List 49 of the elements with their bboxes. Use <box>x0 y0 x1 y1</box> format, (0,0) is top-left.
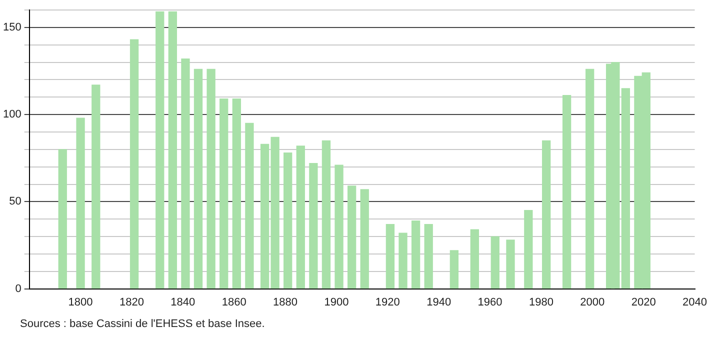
y-tick-label: 0 <box>15 282 22 295</box>
bar <box>398 232 408 289</box>
bar <box>450 250 459 289</box>
bar <box>58 149 67 289</box>
bar <box>470 229 479 289</box>
bar <box>411 220 420 289</box>
source-note: Sources : base Cassini de l'EHESS et base Insee. <box>20 318 265 330</box>
bar <box>386 224 395 289</box>
x-tick-label: 1940 <box>426 296 452 308</box>
x-tick-label: 1880 <box>273 296 298 308</box>
y-tick-label: 100 <box>2 108 22 121</box>
bar <box>334 164 344 289</box>
x-tick-label: 2020 <box>631 296 656 308</box>
bar <box>245 122 254 289</box>
y-tick-label: 150 <box>2 21 22 34</box>
bar <box>284 152 292 289</box>
bar <box>524 210 533 289</box>
bar <box>542 140 551 289</box>
bar <box>309 163 318 289</box>
bar <box>322 140 331 289</box>
bar <box>156 11 164 289</box>
bar <box>424 224 433 289</box>
bar <box>562 95 572 289</box>
bar <box>347 186 356 289</box>
bar <box>220 98 228 289</box>
bar <box>92 84 100 289</box>
x-tick-label: 1800 <box>68 296 93 308</box>
bar <box>360 189 369 289</box>
bar <box>232 98 241 289</box>
bar <box>490 236 500 289</box>
x-tick-label: 2040 <box>682 296 708 308</box>
bar <box>168 11 178 289</box>
bar <box>130 39 139 289</box>
bar <box>76 118 85 289</box>
x-tick-label: 1980 <box>528 296 554 308</box>
x-tick-label: 1920 <box>375 296 400 308</box>
x-tick-label: 2000 <box>580 296 605 308</box>
bar <box>586 68 594 289</box>
bar <box>296 146 305 289</box>
x-tick-label: 1900 <box>324 296 349 308</box>
x-tick-label: 1820 <box>119 296 144 308</box>
bar <box>506 240 515 289</box>
x-tick-label: 1840 <box>170 296 196 308</box>
bar <box>181 58 190 289</box>
x-tick-label: 1860 <box>222 296 246 308</box>
x-tick-label: 1960 <box>478 296 502 308</box>
bar <box>206 68 216 289</box>
y-tick-label: 50 <box>9 196 22 208</box>
bar <box>194 68 203 289</box>
